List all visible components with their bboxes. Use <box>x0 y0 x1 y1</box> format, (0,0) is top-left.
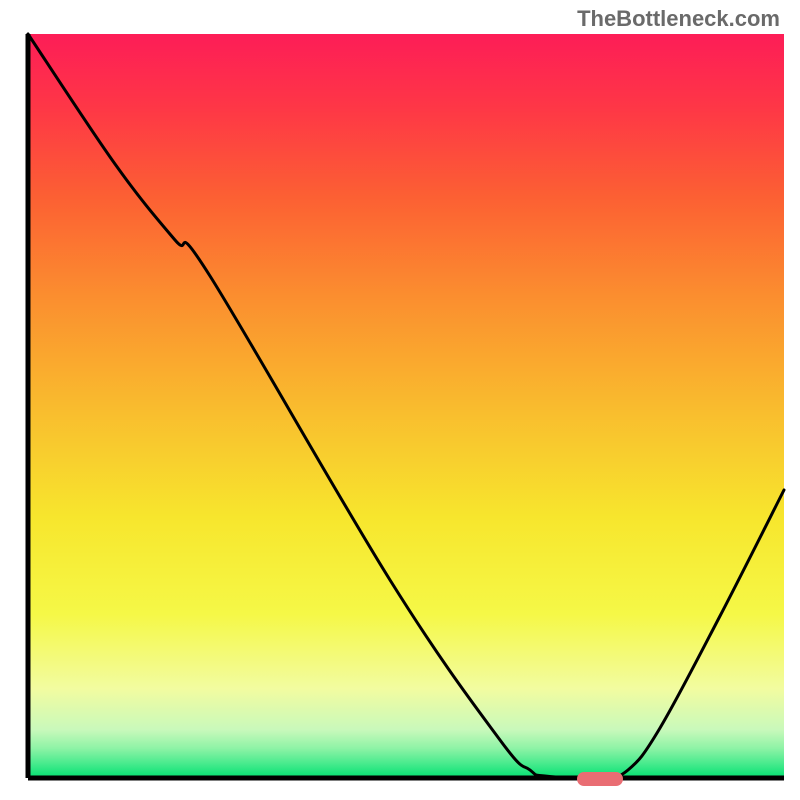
optimal-marker <box>577 772 623 786</box>
gradient-background <box>28 34 784 778</box>
watermark-text: TheBottleneck.com <box>577 6 780 32</box>
bottleneck-chart: TheBottleneck.com <box>0 0 800 800</box>
chart-svg <box>0 0 800 800</box>
